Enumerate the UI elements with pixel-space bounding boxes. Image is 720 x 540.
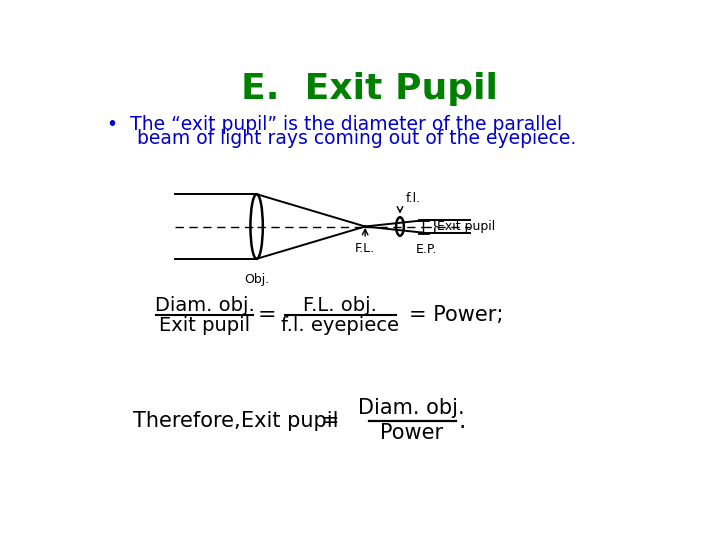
Text: E.P.: E.P. — [415, 244, 437, 256]
Text: .: . — [459, 409, 467, 433]
Text: f.l.: f.l. — [406, 192, 421, 205]
Text: f.l. eyepiece: f.l. eyepiece — [281, 316, 399, 335]
Text: E.  Exit Pupil: E. Exit Pupil — [240, 72, 498, 106]
Text: Obj.: Obj. — [244, 273, 269, 286]
Text: F.L. obj.: F.L. obj. — [302, 295, 377, 314]
Text: = Power;: = Power; — [409, 305, 504, 325]
Text: =: = — [321, 410, 340, 430]
Text: F.L.: F.L. — [354, 242, 374, 255]
Text: beam of light rays coming out of the eyepiece.: beam of light rays coming out of the eye… — [107, 129, 576, 148]
Text: Diam. obj.: Diam. obj. — [155, 295, 255, 314]
Text: Power: Power — [380, 423, 444, 443]
Text: Exit pupil: Exit pupil — [437, 220, 495, 233]
Text: }: } — [429, 219, 439, 233]
Text: Diam. obj.: Diam. obj. — [359, 398, 465, 418]
Text: Therefore,: Therefore, — [132, 410, 240, 430]
Text: •  The “exit pupil” is the diameter of the parallel: • The “exit pupil” is the diameter of th… — [107, 116, 562, 134]
Text: Exit pupil: Exit pupil — [159, 316, 251, 335]
Text: =: = — [257, 305, 276, 325]
Text: Exit pupil: Exit pupil — [241, 410, 338, 430]
